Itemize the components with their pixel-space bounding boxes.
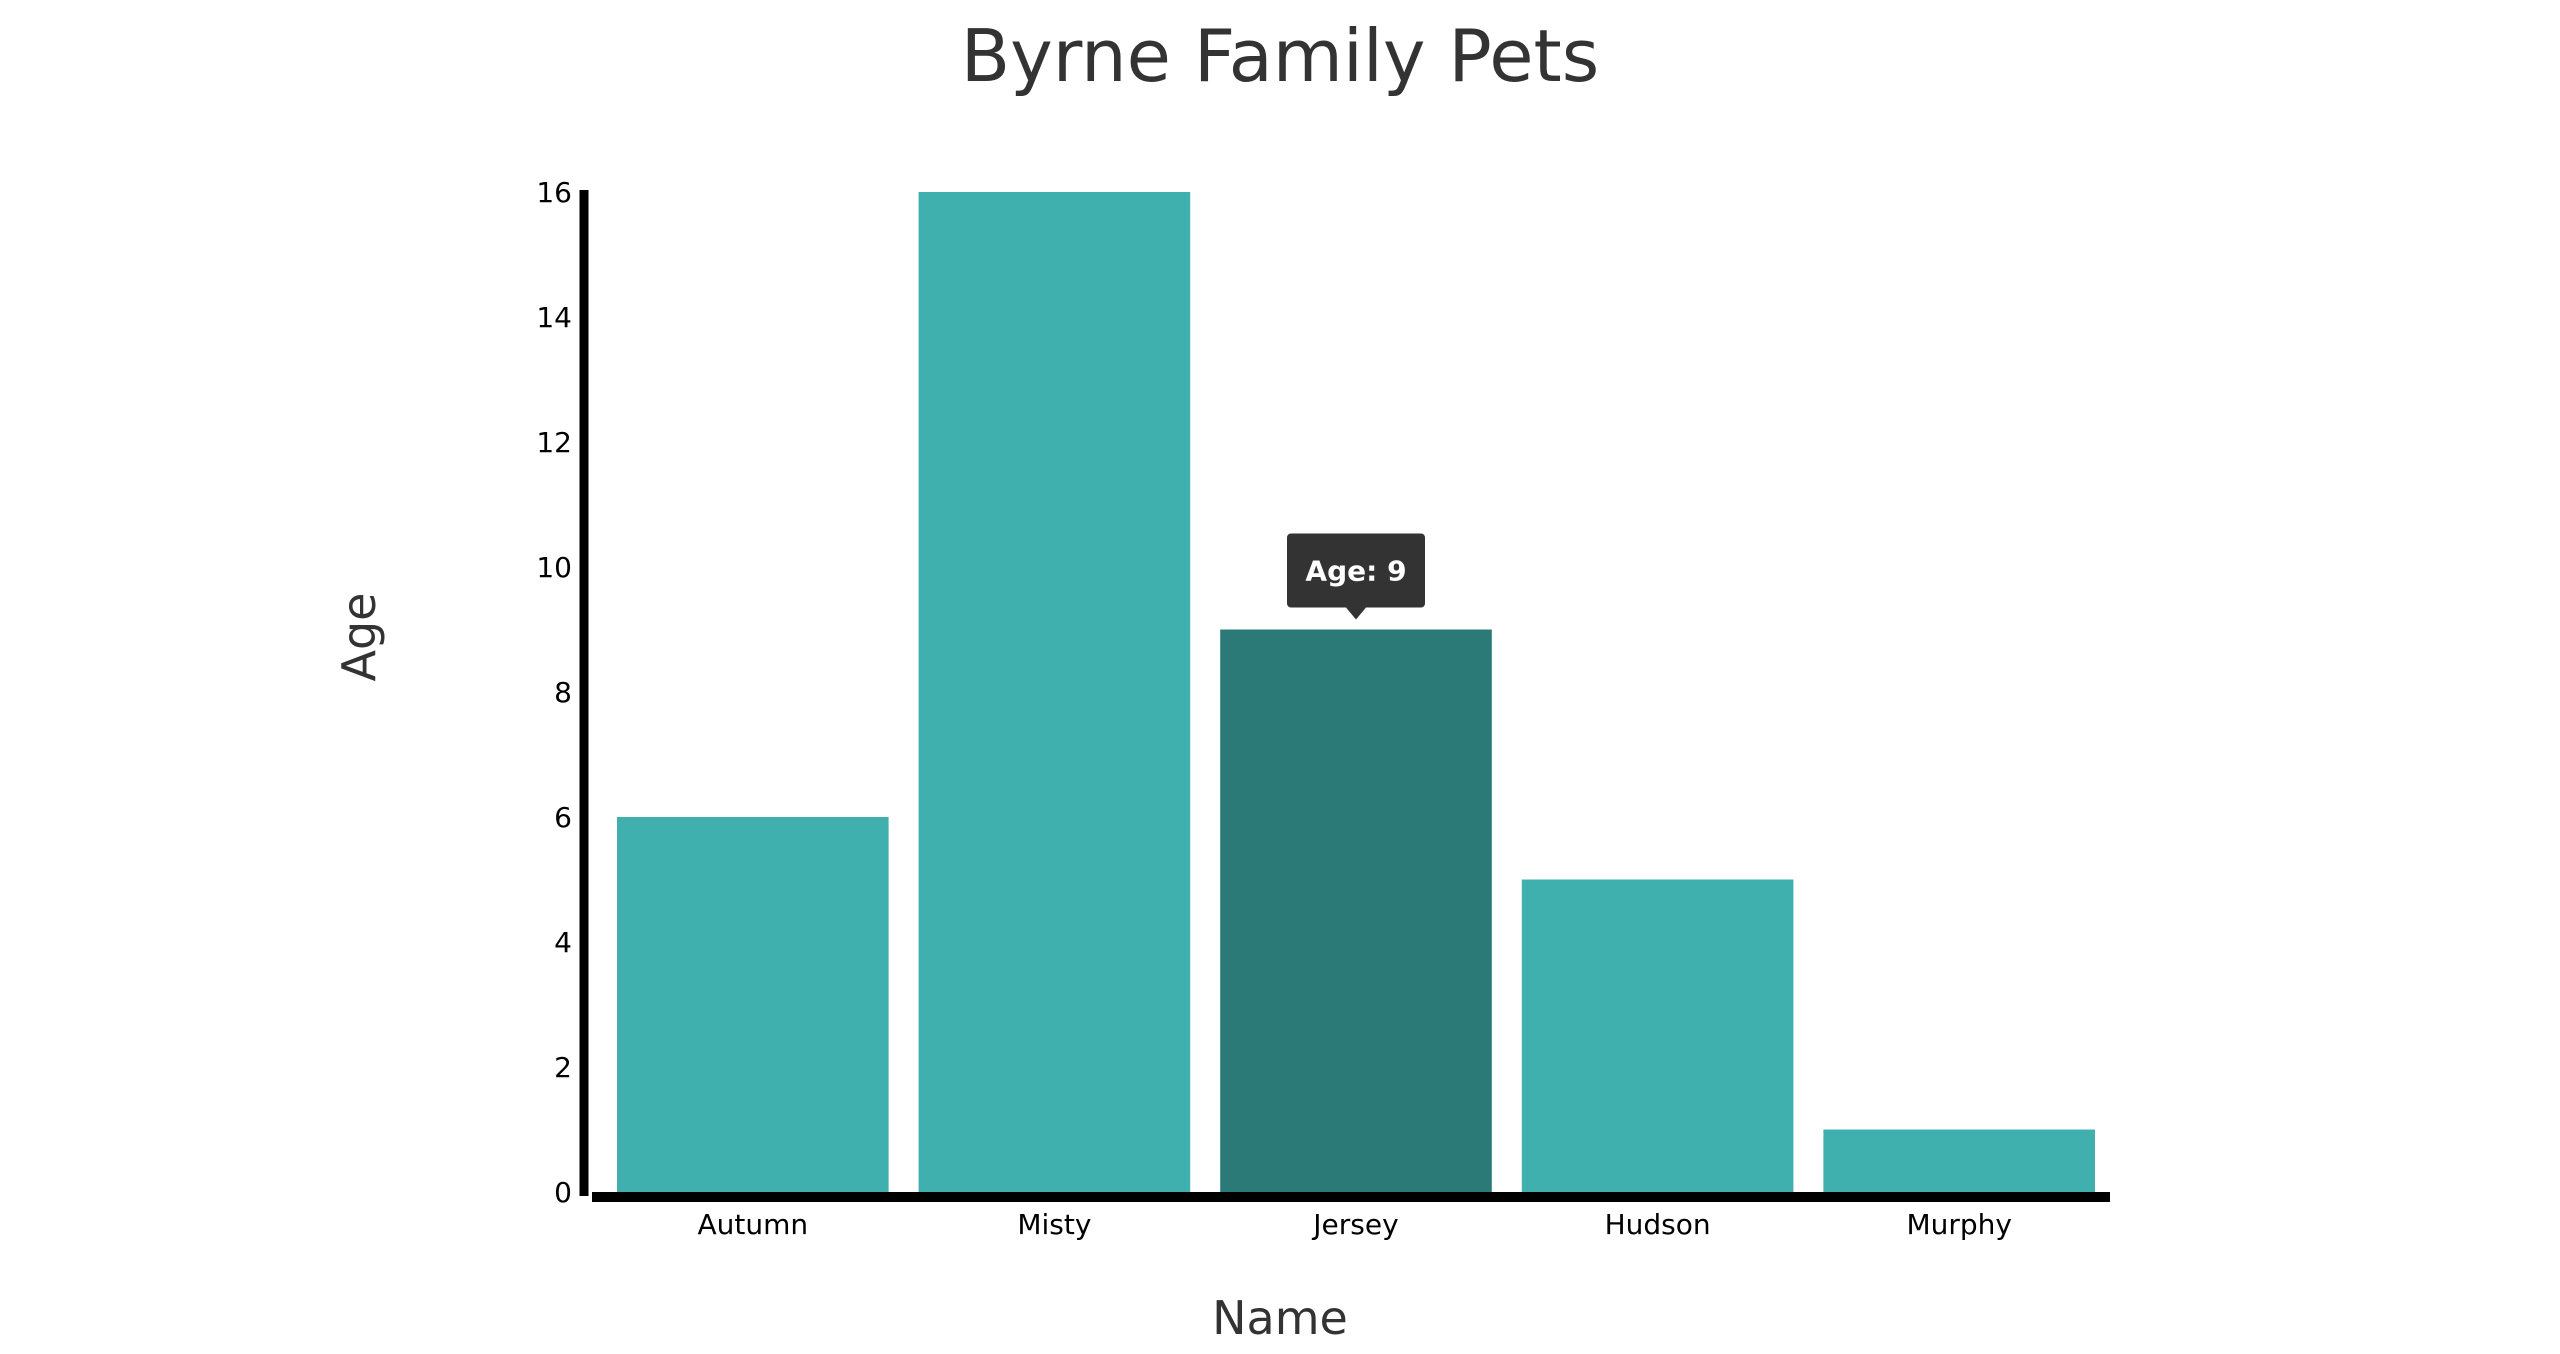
bar-tooltip: Age: 9: [1287, 533, 1425, 620]
bar-autumn[interactable]: [617, 817, 889, 1192]
chart-title: Byrne Family Pets: [960, 14, 1600, 98]
y-tick-label: 14: [536, 301, 572, 334]
axes-layer: [579, 190, 2110, 1202]
y-tick-label: 4: [554, 926, 572, 959]
y-tick-labels: 0 2 4 6 8 10 12 14 16: [536, 176, 572, 1209]
tooltip-arrow: [1346, 607, 1366, 620]
x-tick-labels: Autumn Misty Jersey Hudson Murphy: [697, 1208, 2011, 1241]
y-axis-title: Age: [332, 593, 386, 682]
x-tick-label: Hudson: [1605, 1208, 1711, 1241]
y-tick-label: 2: [554, 1051, 572, 1084]
bar-jersey[interactable]: [1220, 629, 1492, 1193]
bar-hudson[interactable]: [1521, 879, 1794, 1193]
x-tick-label: Misty: [1017, 1208, 1091, 1241]
bars-layer: [617, 192, 2095, 1192]
y-tick-label: 12: [536, 426, 572, 459]
tooltip-box: [1287, 533, 1425, 608]
x-tick-label: Murphy: [1906, 1208, 2012, 1241]
x-tick-label: Jersey: [1311, 1208, 1398, 1241]
bar-misty[interactable]: [918, 192, 1191, 1192]
x-axis-title: Name: [1212, 1291, 1348, 1345]
y-tick-label: 8: [554, 676, 572, 709]
x-tick-label: Autumn: [697, 1208, 808, 1241]
y-tick-label: 0: [554, 1176, 572, 1209]
y-tick-label: 10: [536, 551, 572, 584]
y-tick-label: 16: [536, 176, 572, 209]
bar-murphy[interactable]: [1823, 1129, 2095, 1193]
tooltip-text: Age: 9: [1305, 555, 1406, 588]
y-tick-label: 6: [554, 801, 572, 834]
